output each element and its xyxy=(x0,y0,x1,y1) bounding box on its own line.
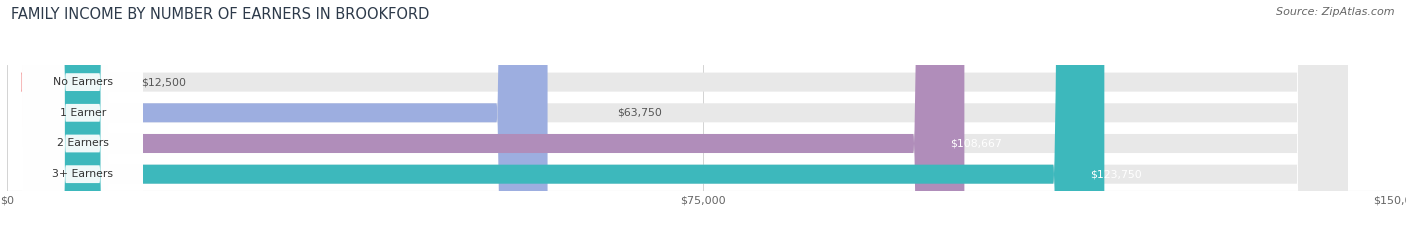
FancyBboxPatch shape xyxy=(58,0,1348,233)
Text: $123,750: $123,750 xyxy=(1090,169,1142,179)
Text: $108,667: $108,667 xyxy=(949,138,1001,148)
FancyBboxPatch shape xyxy=(22,0,143,233)
Text: Source: ZipAtlas.com: Source: ZipAtlas.com xyxy=(1277,7,1395,17)
FancyBboxPatch shape xyxy=(22,0,143,233)
Text: 1 Earner: 1 Earner xyxy=(59,108,105,118)
FancyBboxPatch shape xyxy=(21,0,110,233)
FancyBboxPatch shape xyxy=(58,0,1348,233)
FancyBboxPatch shape xyxy=(58,0,1348,233)
FancyBboxPatch shape xyxy=(58,0,1104,233)
Text: 3+ Earners: 3+ Earners xyxy=(52,169,112,179)
FancyBboxPatch shape xyxy=(58,0,1348,233)
Text: 2 Earners: 2 Earners xyxy=(56,138,108,148)
Text: $12,500: $12,500 xyxy=(142,77,187,87)
FancyBboxPatch shape xyxy=(22,0,143,233)
FancyBboxPatch shape xyxy=(22,0,143,233)
Text: No Earners: No Earners xyxy=(52,77,112,87)
FancyBboxPatch shape xyxy=(58,0,965,233)
FancyBboxPatch shape xyxy=(58,0,547,233)
Text: FAMILY INCOME BY NUMBER OF EARNERS IN BROOKFORD: FAMILY INCOME BY NUMBER OF EARNERS IN BR… xyxy=(11,7,430,22)
Text: $63,750: $63,750 xyxy=(617,108,662,118)
